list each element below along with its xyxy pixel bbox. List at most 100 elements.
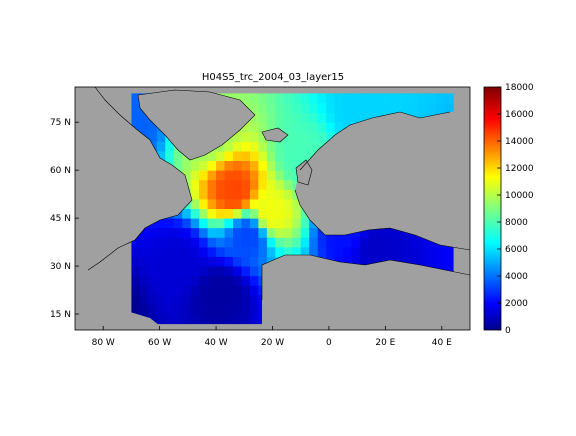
data-cell (207, 189, 217, 200)
data-cell (216, 294, 226, 305)
data-cell (258, 141, 268, 152)
data-cell (300, 246, 310, 257)
data-cell (402, 93, 412, 104)
data-cell (410, 246, 420, 257)
data-cell (427, 237, 437, 248)
data-cell (249, 160, 259, 171)
data-cell (385, 246, 395, 257)
data-cell (258, 131, 268, 142)
data-cell (326, 102, 336, 114)
data-cell (190, 294, 200, 305)
data-cell (216, 179, 226, 190)
data-cell (148, 256, 158, 267)
colorbar-tick-label: 10000 (505, 191, 534, 201)
data-cell (334, 237, 344, 248)
data-cell (165, 256, 175, 267)
x-tick-label: 40 E (432, 338, 452, 348)
data-cell (249, 131, 259, 142)
data-cell (351, 246, 361, 257)
data-cell (258, 246, 268, 257)
data-cell (309, 93, 319, 104)
data-cell (300, 93, 310, 104)
data-cell (300, 227, 310, 238)
data-cell (351, 256, 361, 267)
data-cell (148, 237, 158, 248)
chart-title: H04S5_trc_2004_03_layer15 (202, 72, 344, 83)
data-cell (139, 266, 149, 277)
data-cell (359, 237, 369, 248)
y-tick-label: 15 N (50, 310, 71, 320)
data-cell (241, 266, 251, 277)
data-cell (182, 218, 192, 229)
data-cell (173, 266, 183, 277)
data-cell (139, 304, 149, 315)
data-cell (376, 102, 386, 114)
data-cell (207, 179, 217, 190)
data-cell (173, 275, 183, 286)
data-cell (385, 227, 395, 238)
data-cell (292, 208, 302, 219)
data-cell (190, 198, 200, 209)
data-cell (182, 227, 192, 238)
data-cell (283, 198, 293, 209)
data-cell (393, 93, 403, 104)
data-cell (393, 246, 403, 257)
data-cell (207, 294, 217, 305)
data-cell (241, 208, 251, 219)
data-cell (233, 160, 242, 171)
data-cell (165, 218, 175, 229)
data-cell (275, 112, 285, 123)
data-cell (292, 160, 302, 171)
data-cell (376, 237, 386, 248)
data-cell (241, 179, 251, 190)
data-cell (283, 170, 293, 181)
data-cell (427, 246, 437, 257)
data-cell (224, 198, 234, 209)
data-cell (233, 266, 242, 277)
data-cell (131, 102, 141, 114)
data-cell (241, 275, 251, 286)
x-tick-label: 20 W (261, 338, 284, 348)
data-cell (258, 189, 268, 200)
data-cell (249, 237, 259, 248)
data-cell (224, 160, 234, 171)
data-cell (249, 112, 259, 123)
data-cell (385, 102, 395, 114)
data-cell (402, 256, 412, 267)
data-cell (292, 218, 302, 229)
data-cell (207, 237, 217, 248)
data-cell (266, 150, 276, 162)
data-cell (292, 112, 302, 123)
data-cell (283, 112, 293, 123)
data-cell (343, 246, 352, 257)
data-cell (326, 246, 336, 257)
data-cell (368, 256, 378, 267)
data-cell (224, 237, 234, 248)
data-cell (326, 93, 336, 104)
data-cell (224, 314, 234, 325)
data-cell (216, 170, 226, 181)
data-cell (275, 208, 285, 219)
data-cell (207, 160, 217, 171)
data-cell (216, 141, 226, 152)
data-cell (233, 150, 242, 162)
data-cell (309, 141, 319, 152)
data-cell (131, 275, 141, 286)
data-cell (266, 112, 276, 123)
data-cell (258, 93, 268, 104)
data-cell (419, 256, 429, 267)
data-cell (249, 304, 259, 315)
data-cell (190, 189, 200, 200)
data-cell (258, 227, 268, 238)
data-cell (402, 102, 412, 114)
data-cell (131, 294, 141, 305)
data-cell (190, 227, 200, 238)
data-cell (148, 285, 158, 296)
data-cell (216, 285, 226, 296)
data-cell (233, 304, 242, 315)
data-cell (292, 93, 302, 104)
data-cell (258, 218, 268, 229)
data-cell (317, 112, 327, 123)
data-cell (139, 294, 149, 305)
